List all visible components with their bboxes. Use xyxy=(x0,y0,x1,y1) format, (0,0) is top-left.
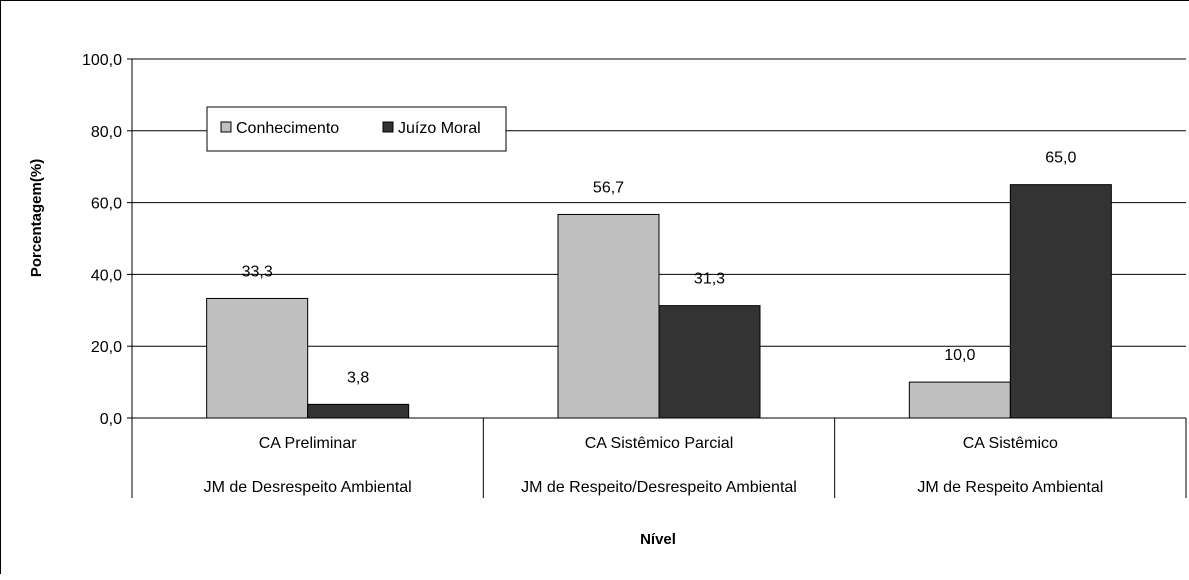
bar-juizo-moral xyxy=(1009,184,1112,419)
bar-conhecimento xyxy=(557,213,660,419)
y-tick-label: 40,0 xyxy=(91,267,122,284)
y-tick-label: 20,0 xyxy=(91,339,122,356)
y-tick-label: 100,0 xyxy=(82,52,122,69)
legend-swatch-conhecimento xyxy=(220,121,232,133)
data-label: 10,0 xyxy=(944,347,975,364)
legend-box xyxy=(206,106,507,152)
bar-conhecimento xyxy=(206,297,309,419)
data-label: 65,0 xyxy=(1045,150,1076,167)
data-label: 31,3 xyxy=(694,271,725,288)
data-label: 33,3 xyxy=(242,263,273,280)
category-label: CA Preliminar xyxy=(259,435,357,452)
legend-label-conhecimento: Conhecimento xyxy=(236,120,339,137)
category-label: CA Sistêmico xyxy=(963,435,1058,452)
category-label: CA Sistêmico Parcial xyxy=(585,435,734,452)
legend: Conhecimento Juízo Moral xyxy=(206,106,507,152)
bars xyxy=(206,184,1112,419)
y-tick-label: 60,0 xyxy=(91,196,122,213)
data-labels: 33,3 3,8 56,7 31,3 10,0 65,0 xyxy=(242,150,1077,387)
category-labels: CA Preliminar JM de Desrespeito Ambiental… xyxy=(204,418,1187,498)
legend-label-juizo-moral: Juízo Moral xyxy=(398,120,481,137)
y-tick-label: 0,0 xyxy=(100,411,122,428)
bar-conhecimento xyxy=(908,381,1011,419)
y-tick-label: 80,0 xyxy=(91,124,122,141)
legend-swatch-juizo-moral xyxy=(382,121,394,133)
data-label: 56,7 xyxy=(593,179,624,196)
data-label: 3,8 xyxy=(347,369,369,386)
bar-juizo-moral xyxy=(658,305,761,419)
y-tick-labels: 0,0 20,0 40,0 60,0 80,0 100,0 xyxy=(82,52,132,428)
axes xyxy=(131,59,1186,498)
category-label: JM de Respeito Ambiental xyxy=(917,479,1103,496)
x-axis-title: Nível xyxy=(640,531,676,548)
y-axis-title: Porcentagem(%) xyxy=(28,159,45,277)
bar-juizo-moral xyxy=(307,403,410,419)
category-label: JM de Desrespeito Ambiental xyxy=(204,479,412,496)
category-label: JM de Respeito/Desrespeito Ambiental xyxy=(521,479,797,496)
